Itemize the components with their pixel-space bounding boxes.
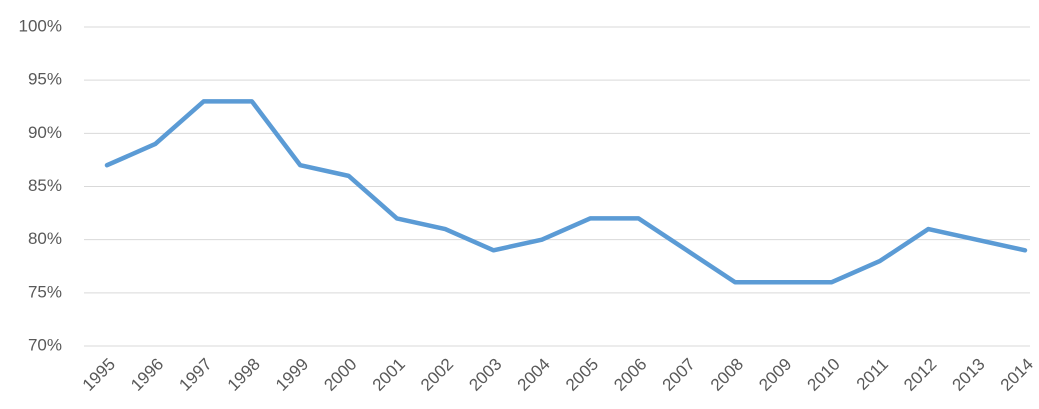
x-tick-label: 2002 <box>417 355 457 395</box>
x-tick-label: 2014 <box>997 355 1037 395</box>
x-tick-label: 2006 <box>610 355 650 395</box>
y-tick-label: 85% <box>28 176 62 195</box>
x-tick-label: 1998 <box>224 355 264 395</box>
x-tick-label: 2010 <box>804 355 844 395</box>
x-tick-label: 2008 <box>707 355 747 395</box>
x-tick-label: 1996 <box>127 355 167 395</box>
x-tick-label: 2003 <box>465 355 505 395</box>
y-tick-label: 70% <box>28 335 62 354</box>
x-tick-label: 1999 <box>272 355 312 395</box>
x-tick-label: 2007 <box>659 355 699 395</box>
y-tick-label: 90% <box>28 123 62 142</box>
y-tick-label: 80% <box>28 229 62 248</box>
x-tick-label: 1995 <box>79 355 119 395</box>
x-tick-label: 2009 <box>755 355 795 395</box>
y-tick-label: 75% <box>28 282 62 301</box>
x-tick-label: 2013 <box>949 355 989 395</box>
y-tick-label: 100% <box>19 16 62 35</box>
y-tick-label: 95% <box>28 70 62 89</box>
x-tick-label: 2012 <box>900 355 940 395</box>
x-tick-label: 2011 <box>853 355 892 394</box>
x-tick-label: 1997 <box>175 355 215 395</box>
x-tick-label: 2000 <box>320 355 360 395</box>
x-tick-label: 2004 <box>514 355 554 395</box>
x-tick-label: 2005 <box>562 355 602 395</box>
x-tick-label: 2001 <box>369 355 409 395</box>
data-line <box>104 99 1028 285</box>
